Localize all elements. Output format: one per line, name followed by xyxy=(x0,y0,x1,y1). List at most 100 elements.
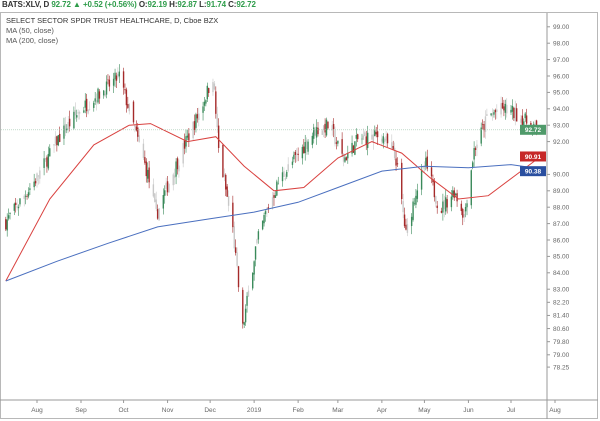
low-label: L: xyxy=(199,0,207,9)
candle-body xyxy=(202,106,204,113)
y-tick-label: 87.00 xyxy=(553,221,570,228)
candle-body xyxy=(97,88,99,103)
candle-body xyxy=(226,186,228,197)
candle-body xyxy=(7,215,10,219)
candle-body xyxy=(381,138,383,142)
legend-ma50[interactable]: MA (50, close) xyxy=(6,26,54,35)
legend-ma200[interactable]: MA (200, close) xyxy=(6,36,59,45)
candle-body xyxy=(362,135,365,140)
candle-body xyxy=(494,110,497,113)
candle-body xyxy=(233,226,235,249)
candle-body xyxy=(158,208,160,221)
candle-body xyxy=(261,220,264,230)
candle-body xyxy=(132,101,135,123)
candle-body xyxy=(9,212,11,214)
candle-body xyxy=(324,123,326,133)
candle-body xyxy=(391,142,393,149)
ma50-price-tag-bg xyxy=(520,151,546,162)
ma200-price-tag: 90.38 xyxy=(525,169,542,176)
x-tick-label: Mar xyxy=(332,407,344,414)
candle-body xyxy=(15,202,17,206)
candle-body xyxy=(382,136,384,144)
candle-body xyxy=(29,188,31,190)
candle-body xyxy=(246,295,248,306)
candle-body xyxy=(128,104,130,112)
candle-body xyxy=(481,124,484,125)
candle-body xyxy=(276,181,278,196)
candle-body xyxy=(107,79,109,81)
candle-body xyxy=(17,206,20,209)
candle-body xyxy=(237,266,240,288)
candle-body xyxy=(37,175,40,177)
open-label: O: xyxy=(138,0,148,9)
candle-body xyxy=(63,125,65,139)
candle-body xyxy=(440,210,443,213)
candle-body xyxy=(49,148,51,157)
candle-body xyxy=(450,196,453,208)
candle-body xyxy=(26,196,28,197)
candle-body xyxy=(464,206,467,212)
candle-body xyxy=(405,224,407,230)
candle-body xyxy=(496,109,498,112)
candle-body xyxy=(463,214,465,218)
candle-body xyxy=(271,197,274,209)
candle-body xyxy=(234,247,237,253)
candle-body xyxy=(264,211,267,215)
candle-body xyxy=(165,182,167,189)
y-tick-label: 90.00 xyxy=(553,172,570,179)
candle-body xyxy=(296,153,298,155)
x-tick-label: Jul xyxy=(507,407,516,414)
candle-body xyxy=(223,174,226,177)
candle-body xyxy=(432,179,434,183)
candle-body xyxy=(57,135,59,146)
candle-body xyxy=(236,252,238,266)
candle-body xyxy=(332,123,335,130)
candle-body xyxy=(196,114,199,119)
candle-body xyxy=(314,129,316,136)
candle-body xyxy=(410,216,413,226)
candle-body xyxy=(395,158,397,166)
candle-body xyxy=(426,156,428,169)
last-price-tag-bg xyxy=(520,124,546,135)
candle-body xyxy=(376,131,379,138)
candle-body xyxy=(183,140,186,149)
candle-body xyxy=(114,72,116,80)
candle-body xyxy=(34,181,37,184)
y-tick-label: 96.00 xyxy=(553,73,570,80)
candle-body xyxy=(313,127,315,139)
candle-body xyxy=(331,125,333,131)
candle-body xyxy=(452,190,454,197)
candle-body xyxy=(423,167,426,169)
x-tick-label: Dec xyxy=(204,407,216,414)
candle-body xyxy=(24,195,27,197)
candle-body xyxy=(396,163,399,165)
candle-body xyxy=(493,112,495,115)
candle-body xyxy=(36,173,38,181)
candle-body xyxy=(137,127,139,137)
candle-body xyxy=(357,134,359,140)
candle-body xyxy=(56,136,58,146)
candle-body xyxy=(67,121,69,130)
candle-body xyxy=(284,177,287,180)
candle-body xyxy=(483,124,485,131)
candle-body xyxy=(162,195,165,209)
candle-body xyxy=(490,113,492,116)
candle-body xyxy=(301,146,304,159)
candle-body xyxy=(454,193,457,196)
candle-body xyxy=(347,152,349,159)
candle-body xyxy=(146,169,149,179)
chart-frame xyxy=(0,12,598,419)
candle-body xyxy=(76,115,78,118)
change-value: +0.52 (+0.56%) xyxy=(82,0,137,9)
candle-body xyxy=(53,144,55,146)
candle-body xyxy=(215,91,217,114)
candle-body xyxy=(291,161,294,165)
candle-body xyxy=(46,157,48,167)
candle-body xyxy=(433,180,436,198)
candle-body xyxy=(293,154,295,160)
candle-body xyxy=(425,157,427,166)
candle-body xyxy=(287,164,289,171)
candle-body xyxy=(341,139,343,154)
candle-body xyxy=(521,115,524,126)
